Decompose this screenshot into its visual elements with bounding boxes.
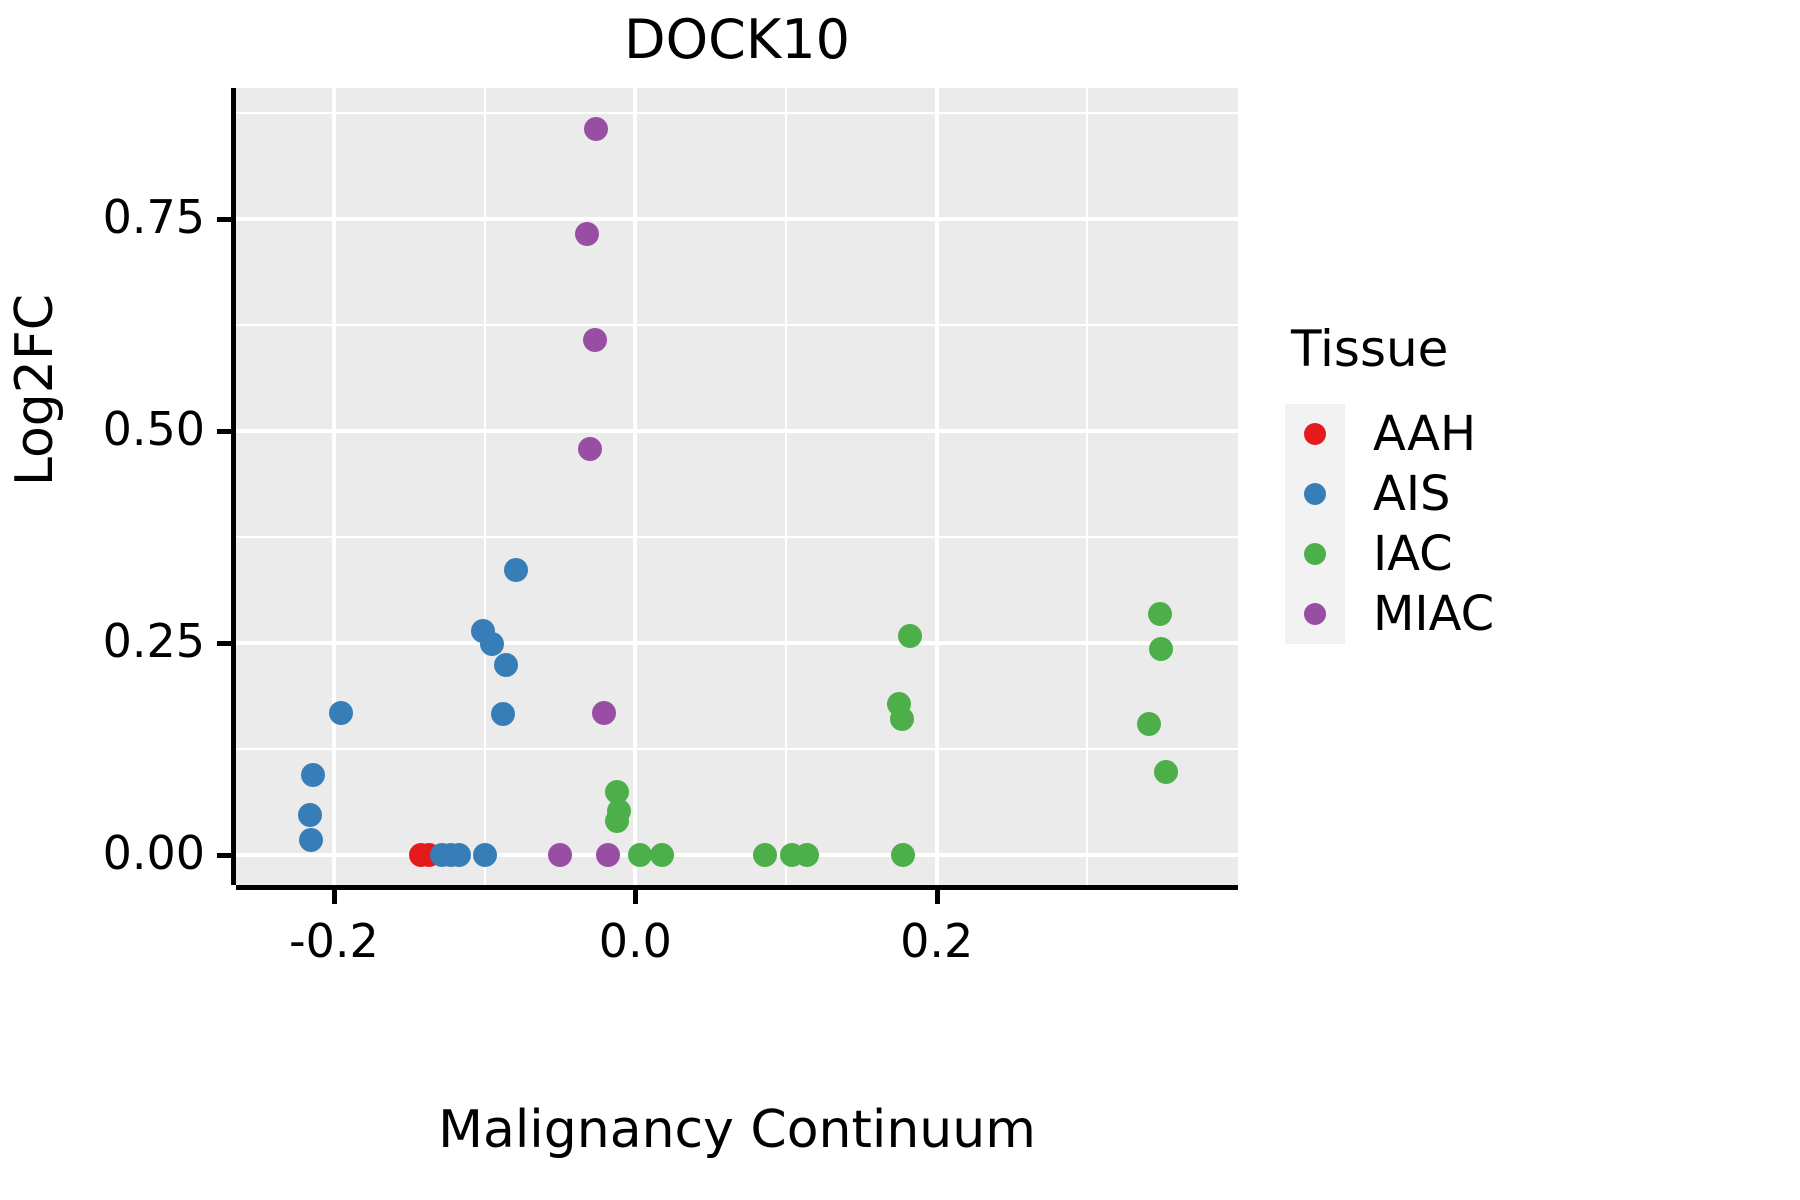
x-axis-tick — [934, 890, 940, 904]
x-axis-tick-label: 0.0 — [598, 914, 672, 968]
y-axis-tick-label: 0.75 — [102, 190, 205, 245]
grid-line-major-horizontal — [236, 217, 1238, 222]
data-point-iac — [627, 843, 652, 868]
x-axis-line — [236, 885, 1238, 890]
legend-key-swatch — [1285, 404, 1345, 464]
data-point-miac — [578, 437, 603, 462]
data-point-iac — [605, 808, 630, 833]
grid-line-major-vertical — [633, 88, 638, 885]
legend-entries: AAH AIS IAC MIAC — [1285, 404, 1745, 644]
data-point-miac — [584, 116, 609, 141]
data-point-iac — [897, 623, 922, 648]
grid-line-minor-horizontal — [236, 324, 1238, 327]
legend-dot-icon — [1304, 543, 1326, 565]
grid-line-minor-vertical — [784, 88, 787, 885]
x-axis-tick — [331, 890, 337, 904]
data-point-miac — [575, 221, 600, 246]
y-axis-tick-label: 0.50 — [102, 402, 205, 457]
data-point-iac — [1153, 760, 1178, 785]
data-point-miac — [547, 843, 572, 868]
legend-item-miac[interactable]: MIAC — [1285, 584, 1745, 644]
data-point-miac — [596, 843, 621, 868]
legend-key-swatch — [1285, 584, 1345, 644]
data-point-ais — [493, 653, 518, 678]
plot-panel — [236, 88, 1238, 885]
data-point-miac — [582, 327, 607, 352]
y-axis-tick-label: 0.00 — [102, 826, 205, 881]
data-point-ais — [329, 700, 354, 725]
data-point-iac — [752, 843, 777, 868]
grid-line-major-vertical — [331, 88, 336, 885]
data-point-ais — [300, 762, 325, 787]
y-axis-tick — [217, 641, 231, 647]
data-point-iac — [889, 706, 914, 731]
grid-line-major-horizontal — [236, 853, 1238, 858]
x-axis-tick-label: 0.2 — [900, 914, 974, 968]
legend-item-label: AIS — [1373, 466, 1451, 522]
grid-line-minor-horizontal — [236, 748, 1238, 751]
y-axis-tick — [217, 429, 231, 435]
grid-line-minor-vertical — [483, 88, 486, 885]
legend-title: Tissue — [1291, 320, 1449, 378]
y-axis-line — [231, 88, 236, 885]
data-point-iac — [891, 843, 916, 868]
grid-line-minor-horizontal — [236, 112, 1238, 115]
data-point-iac — [1149, 637, 1174, 662]
grid-line-major-horizontal — [236, 429, 1238, 434]
legend-dot-icon — [1304, 603, 1326, 625]
legend-key-swatch — [1285, 524, 1345, 584]
data-point-miac — [591, 700, 616, 725]
legend-item-label: MIAC — [1373, 586, 1495, 642]
grid-line-major-vertical — [934, 88, 939, 885]
x-axis-tick — [633, 890, 639, 904]
legend-item-ais[interactable]: AIS — [1285, 464, 1745, 524]
data-point-iac — [650, 843, 675, 868]
data-point-ais — [490, 701, 515, 726]
data-point-ais — [480, 632, 505, 657]
data-point-iac — [1137, 711, 1162, 736]
data-point-ais — [299, 828, 324, 853]
legend-dot-icon — [1304, 483, 1326, 505]
legend-item-aah[interactable]: AAH — [1285, 404, 1745, 464]
legend-item-label: AAH — [1373, 406, 1477, 462]
legend: Tissue AAH AIS IAC MIAC — [1285, 320, 1745, 644]
legend-item-label: IAC — [1373, 526, 1453, 582]
page-title: DOCK10 — [624, 8, 850, 71]
x-axis-tick-label: -0.2 — [289, 914, 379, 968]
x-axis-title: Malignancy Continuum — [438, 1100, 1036, 1160]
legend-dot-icon — [1304, 423, 1326, 445]
y-axis-title: Log2FC — [5, 293, 65, 487]
data-point-ais — [472, 843, 497, 868]
data-point-ais — [504, 557, 529, 582]
data-point-iac — [1147, 601, 1172, 626]
legend-key-swatch — [1285, 464, 1345, 524]
grid-line-minor-vertical — [1086, 88, 1089, 885]
data-point-iac — [795, 843, 820, 868]
data-point-ais — [447, 843, 471, 868]
data-point-ais — [297, 802, 322, 827]
y-axis-tick-label: 0.25 — [102, 614, 205, 669]
grid-line-minor-horizontal — [236, 536, 1238, 539]
y-axis-tick — [217, 853, 231, 859]
grid-line-major-horizontal — [236, 641, 1238, 646]
legend-item-iac[interactable]: IAC — [1285, 524, 1745, 584]
y-axis-tick — [217, 217, 231, 223]
